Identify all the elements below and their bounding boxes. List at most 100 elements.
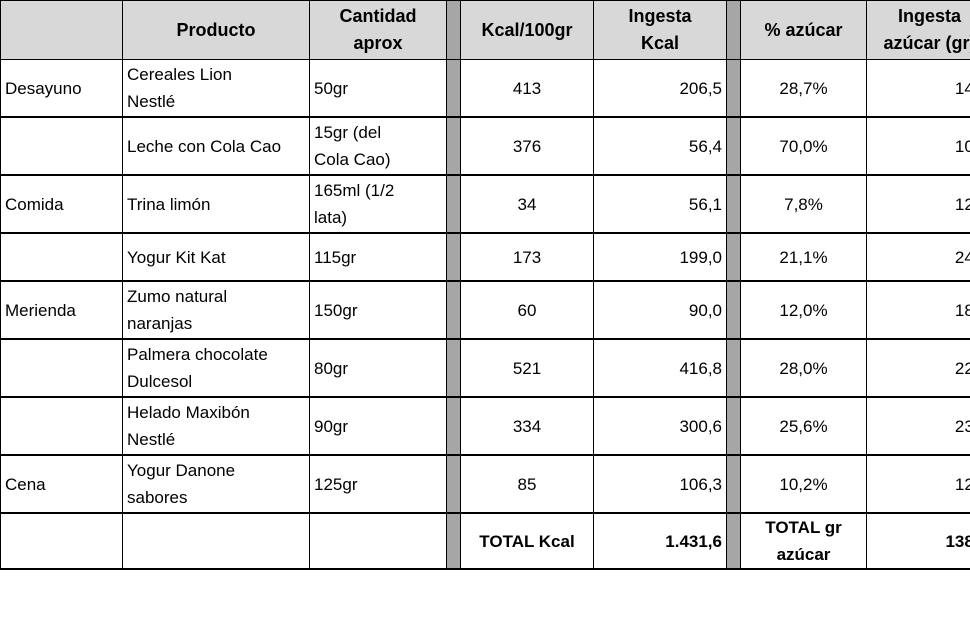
header-kcal100: Kcal/100gr	[460, 0, 594, 60]
table-row: Helado Maxibón Nestlé 90gr 334 300,6 25,…	[0, 396, 970, 456]
kcal100-cell: 521	[460, 338, 594, 398]
separator-column	[726, 396, 741, 456]
product-cell: Leche con Cola Cao	[122, 116, 310, 176]
meal-cell	[0, 232, 123, 282]
total-kcal-value: 1.431,6	[593, 512, 727, 570]
separator-column	[446, 59, 461, 118]
separator-column	[446, 174, 461, 234]
separator-column	[446, 338, 461, 398]
kcal100-cell: 60	[460, 280, 594, 340]
separator-column	[726, 232, 741, 282]
quantity-cell: 80gr	[309, 338, 447, 398]
kcal-intake-cell: 56,1	[593, 174, 727, 234]
product-cell: Cereales Lion Nestlé	[122, 59, 310, 118]
meal-cell: Desayuno	[0, 59, 123, 118]
table-row: Desayuno Cereales Lion Nestlé 50gr 413 2…	[0, 59, 970, 118]
kcal-intake-cell: 199,0	[593, 232, 727, 282]
product-cell: Palmera chocolate Dulcesol	[122, 338, 310, 398]
separator-column	[726, 338, 741, 398]
kcal100-cell: 34	[460, 174, 594, 234]
separator-column	[726, 512, 741, 570]
meal-cell: Merienda	[0, 280, 123, 340]
quantity-cell: 115gr	[309, 232, 447, 282]
table-row: Yogur Kit Kat 115gr 173 199,0 21,1% 24,3	[0, 232, 970, 282]
quantity-cell: 150gr	[309, 280, 447, 340]
kcal100-cell: 85	[460, 454, 594, 514]
header-meal	[0, 0, 123, 60]
separator-column	[726, 174, 741, 234]
header-sugar-pct: % azúcar	[740, 0, 867, 60]
kcal-intake-cell: 416,8	[593, 338, 727, 398]
sugar-intake-cell: 10,5	[866, 116, 970, 176]
sugar-pct-cell: 28,7%	[740, 59, 867, 118]
sugar-pct-cell: 25,6%	[740, 396, 867, 456]
kcal100-cell: 376	[460, 116, 594, 176]
sugar-pct-cell: 10,2%	[740, 454, 867, 514]
separator-column	[446, 512, 461, 570]
meal-cell: Comida	[0, 174, 123, 234]
sugar-intake-cell: 14,4	[866, 59, 970, 118]
sugar-intake-cell: 22,4	[866, 338, 970, 398]
separator-column	[446, 280, 461, 340]
separator-column	[446, 454, 461, 514]
header-quantity: Cantidad aprox	[309, 0, 447, 60]
separator-column	[726, 280, 741, 340]
separator-column	[446, 396, 461, 456]
header-row: Producto Cantidad aprox Kcal/100gr Inges…	[0, 0, 970, 60]
product-cell: Trina limón	[122, 174, 310, 234]
sugar-pct-cell: 28,0%	[740, 338, 867, 398]
separator-column	[726, 116, 741, 176]
quantity-cell: 125gr	[309, 454, 447, 514]
meal-cell: Cena	[0, 454, 123, 514]
product-cell: Zumo natural naranjas	[122, 280, 310, 340]
empty-cell	[0, 512, 123, 570]
sugar-pct-cell: 21,1%	[740, 232, 867, 282]
separator-column	[726, 454, 741, 514]
sugar-intake-cell: 23,0	[866, 396, 970, 456]
total-kcal-label: TOTAL Kcal	[460, 512, 594, 570]
quantity-cell: 90gr	[309, 396, 447, 456]
product-cell: Yogur Danone sabores	[122, 454, 310, 514]
header-sugar-intake: Ingesta azúcar (gr)	[866, 0, 970, 60]
kcal-intake-cell: 106,3	[593, 454, 727, 514]
meal-cell	[0, 338, 123, 398]
totals-row: TOTAL Kcal 1.431,6 TOTAL gr azúcar 138,1	[0, 512, 970, 570]
header-product: Producto	[122, 0, 310, 60]
separator-column	[726, 59, 741, 118]
table-row: Palmera chocolate Dulcesol 80gr 521 416,…	[0, 338, 970, 398]
product-cell: Yogur Kit Kat	[122, 232, 310, 282]
total-sugar-value: 138,1	[866, 512, 970, 570]
table-row: Cena Yogur Danone sabores 125gr 85 106,3…	[0, 454, 970, 514]
kcal100-cell: 334	[460, 396, 594, 456]
sugar-pct-cell: 12,0%	[740, 280, 867, 340]
table-row: Leche con Cola Cao 15gr (del Cola Cao) 3…	[0, 116, 970, 176]
table-row: Comida Trina limón 165ml (1/2 lata) 34 5…	[0, 174, 970, 234]
quantity-cell: 15gr (del Cola Cao)	[309, 116, 447, 176]
product-cell: Helado Maxibón Nestlé	[122, 396, 310, 456]
kcal-intake-cell: 90,0	[593, 280, 727, 340]
sugar-intake-cell: 12,9	[866, 174, 970, 234]
sugar-pct-cell: 70,0%	[740, 116, 867, 176]
total-sugar-label: TOTAL gr azúcar	[740, 512, 867, 570]
sugar-pct-cell: 7,8%	[740, 174, 867, 234]
empty-cell	[309, 512, 447, 570]
separator-column	[446, 0, 461, 60]
separator-column	[726, 0, 741, 60]
meal-cell	[0, 116, 123, 176]
kcal100-cell: 173	[460, 232, 594, 282]
nutrition-table: Producto Cantidad aprox Kcal/100gr Inges…	[0, 0, 970, 570]
header-kcal-intake: Ingesta Kcal	[593, 0, 727, 60]
kcal-intake-cell: 56,4	[593, 116, 727, 176]
kcal-intake-cell: 300,6	[593, 396, 727, 456]
kcal-intake-cell: 206,5	[593, 59, 727, 118]
table-row: Merienda Zumo natural naranjas 150gr 60 …	[0, 280, 970, 340]
sugar-intake-cell: 12,8	[866, 454, 970, 514]
meal-cell	[0, 396, 123, 456]
empty-cell	[122, 512, 310, 570]
sugar-intake-cell: 24,3	[866, 232, 970, 282]
sugar-intake-cell: 18,0	[866, 280, 970, 340]
separator-column	[446, 232, 461, 282]
separator-column	[446, 116, 461, 176]
quantity-cell: 165ml (1/2 lata)	[309, 174, 447, 234]
kcal100-cell: 413	[460, 59, 594, 118]
